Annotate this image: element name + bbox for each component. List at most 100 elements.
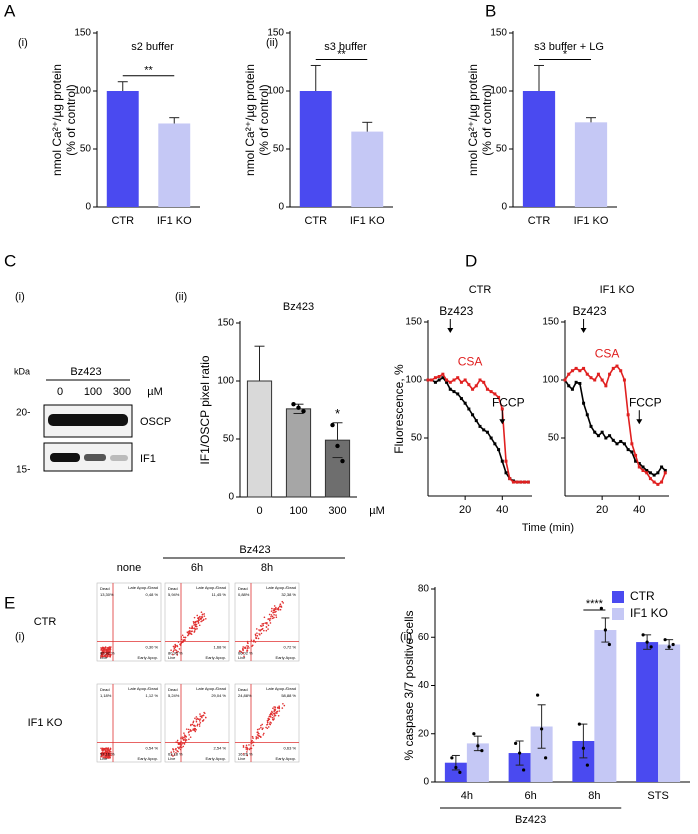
event-dot bbox=[105, 651, 108, 653]
event-dot bbox=[196, 717, 198, 720]
quadrant-label: Live bbox=[168, 756, 176, 761]
y-tick-label: 20 bbox=[418, 728, 430, 739]
significance: **** bbox=[586, 598, 604, 610]
event-label: FCCP bbox=[629, 395, 662, 409]
event-dot bbox=[277, 714, 280, 717]
x-tick-label: 300 bbox=[328, 505, 346, 517]
event-dot bbox=[184, 639, 186, 641]
quadrant-label: Dead bbox=[168, 687, 178, 692]
event-dot bbox=[199, 718, 202, 720]
event-dot bbox=[175, 651, 178, 654]
x-tick-label: IF1 KO bbox=[157, 215, 192, 227]
row-label: CTR bbox=[34, 616, 57, 628]
bar bbox=[636, 642, 659, 782]
marker bbox=[622, 442, 626, 446]
event-dot bbox=[263, 629, 265, 632]
data-point bbox=[296, 405, 301, 410]
event-dot bbox=[268, 723, 271, 725]
event-dot bbox=[265, 726, 267, 729]
data-point bbox=[458, 770, 462, 774]
marker bbox=[630, 442, 634, 446]
marker bbox=[519, 480, 523, 484]
data-point bbox=[671, 642, 675, 647]
quadrant-percent: 58,88 % bbox=[281, 693, 296, 698]
sub-label: (ii) bbox=[266, 37, 278, 49]
band-label: OSCP bbox=[140, 416, 171, 428]
event-dot bbox=[255, 628, 258, 630]
event-dot bbox=[194, 622, 197, 624]
y-tick-label: 150 bbox=[217, 318, 234, 329]
event-dot bbox=[104, 751, 107, 753]
significance: ** bbox=[337, 48, 346, 60]
chart-title: s3 buffer + LG bbox=[534, 41, 604, 53]
event-dot bbox=[244, 646, 246, 648]
y-axis-label: nmol Ca²⁺/µg protein bbox=[466, 64, 480, 176]
quadrant-label: Dead bbox=[100, 586, 110, 591]
event-dot bbox=[252, 737, 254, 739]
quadrant-label: Early Apop. bbox=[276, 756, 296, 761]
y-tick-label: 50 bbox=[80, 144, 92, 155]
event-dot bbox=[195, 716, 198, 718]
event-dot bbox=[278, 705, 280, 707]
event-dot bbox=[268, 613, 271, 616]
event-dot bbox=[181, 634, 184, 637]
event-dot bbox=[200, 620, 202, 623]
marker bbox=[508, 477, 512, 481]
data-point bbox=[540, 727, 544, 731]
event-dot bbox=[104, 651, 106, 653]
data-point bbox=[667, 645, 671, 649]
marker bbox=[467, 383, 471, 387]
event-dot bbox=[278, 710, 281, 712]
event-dot bbox=[109, 654, 112, 656]
marker bbox=[441, 376, 445, 380]
event-dot bbox=[267, 726, 270, 728]
bar bbox=[324, 439, 351, 498]
marker bbox=[641, 468, 645, 472]
x-tick-label: IF1 KO bbox=[350, 215, 385, 227]
quadrant-percent: 0,54 % bbox=[146, 746, 159, 751]
y-tick-label: 100 bbox=[490, 86, 507, 97]
event-dot bbox=[267, 624, 270, 627]
event-dot bbox=[248, 748, 251, 751]
row-label: IF1 KO bbox=[28, 717, 63, 729]
marker bbox=[459, 380, 463, 384]
data-point bbox=[514, 741, 518, 746]
y-tick-label: 50 bbox=[548, 433, 560, 444]
event-dot bbox=[265, 626, 268, 628]
data-point bbox=[577, 722, 581, 726]
event-dot bbox=[278, 707, 281, 710]
event-dot bbox=[274, 709, 276, 712]
event-dot bbox=[181, 743, 183, 745]
bar bbox=[522, 91, 556, 207]
event-dot bbox=[203, 711, 205, 714]
quadrant-label: Early Apop. bbox=[206, 655, 226, 660]
series-label: CSA bbox=[595, 346, 620, 360]
event-dot bbox=[273, 716, 275, 718]
marker bbox=[604, 436, 608, 440]
event-dot bbox=[108, 750, 111, 753]
x-tick-label: CTR bbox=[528, 215, 551, 227]
kda-label: kDa bbox=[14, 366, 30, 376]
dose-label: 300 bbox=[113, 386, 131, 398]
event-dot bbox=[282, 702, 284, 705]
marker bbox=[523, 480, 527, 484]
event-dot bbox=[191, 625, 193, 627]
marker bbox=[482, 380, 486, 384]
data-point bbox=[476, 744, 480, 748]
quadrant-percent: 0,48 % bbox=[146, 592, 159, 597]
treatment-label: Bz423 bbox=[70, 366, 101, 378]
marker bbox=[482, 428, 486, 432]
event-dot bbox=[198, 624, 201, 627]
chart-title: CTR bbox=[469, 284, 492, 296]
marker bbox=[578, 369, 582, 373]
marker bbox=[626, 448, 630, 452]
data-point bbox=[330, 422, 335, 428]
marker bbox=[526, 480, 530, 484]
marker bbox=[585, 372, 589, 376]
bar bbox=[658, 644, 681, 782]
event-dot bbox=[276, 712, 278, 714]
event-dot bbox=[100, 654, 102, 657]
marker bbox=[582, 366, 586, 370]
event-dot bbox=[107, 754, 109, 757]
marker bbox=[478, 378, 482, 382]
